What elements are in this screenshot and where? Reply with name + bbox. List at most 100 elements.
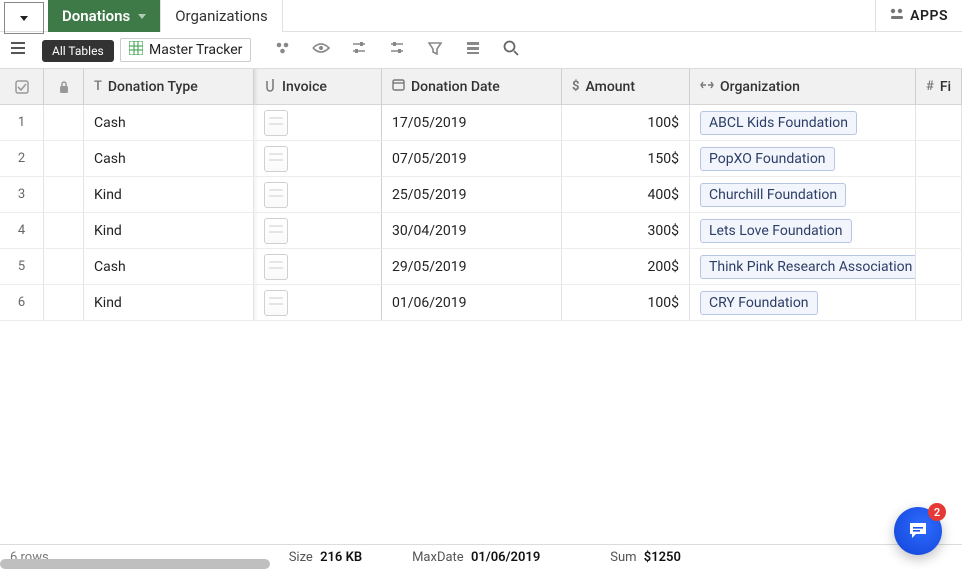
cell-donation-date[interactable]: 30/04/2019	[382, 213, 562, 248]
app-logo[interactable]	[4, 2, 44, 34]
col-donation-type[interactable]: T Donation Type	[84, 69, 254, 104]
search-icon[interactable]	[501, 40, 521, 60]
filter-icon[interactable]	[425, 41, 445, 59]
table-row[interactable]: 3 Kind 25/05/2019400$ Churchill Foundation	[0, 177, 962, 213]
chat-icon	[907, 520, 929, 542]
cell-amount[interactable]: 100$	[562, 285, 690, 320]
invoice-thumbnail-icon[interactable]	[264, 182, 288, 208]
col-organization[interactable]: Organization	[690, 69, 916, 104]
cell-invoice[interactable]	[254, 285, 382, 320]
calendar-icon	[392, 78, 405, 95]
view-master-tracker[interactable]: Master Tracker	[120, 38, 251, 62]
tab-donations[interactable]: Donations	[48, 0, 161, 32]
cell-amount[interactable]: 400$	[562, 177, 690, 212]
table-row[interactable]: 4 Kind 30/04/2019300$ Lets Love Foundation	[0, 213, 962, 249]
table-row[interactable]: 2Cash07/05/2019150$PopXO Foundation	[0, 141, 962, 177]
cell-donation-date[interactable]: 17/05/2019	[382, 105, 562, 140]
organization-chip[interactable]: CRY Foundation	[700, 291, 818, 315]
invoice-thumbnail-icon[interactable]	[264, 110, 288, 136]
nav-spacer	[283, 0, 875, 31]
cell-fi[interactable]	[916, 285, 962, 320]
cell-donation-type[interactable]: Cash	[84, 105, 254, 140]
table-row[interactable]: 1 Cash 17/05/2019100$ ABCL Kids Foundation	[0, 105, 962, 141]
table-row[interactable]: 6 Kind 01/06/2019100$ CRY Foundation	[0, 285, 962, 321]
invoice-thumbnail-icon[interactable]	[264, 218, 288, 244]
metric-label: Size	[289, 550, 313, 565]
col-label: Donation Date	[411, 79, 500, 95]
size-metric: Size 216 KB	[289, 550, 362, 565]
organization-chip[interactable]: Churchill Foundation	[700, 183, 846, 207]
cell-fi[interactable]	[916, 249, 962, 284]
organization-chip[interactable]: Lets Love Foundation	[700, 219, 852, 243]
cell-fi[interactable]	[916, 105, 962, 140]
cell-organization[interactable]: ABCL Kids Foundation	[690, 105, 916, 140]
cell-invoice[interactable]	[254, 177, 382, 212]
cell-invoice[interactable]	[254, 249, 382, 284]
cell-organization[interactable]: PopXO Foundation	[690, 141, 916, 176]
cell-amount[interactable]: 150$	[562, 141, 690, 176]
select-all-checkbox[interactable]	[0, 69, 44, 104]
col-invoice[interactable]: Invoice	[254, 69, 382, 104]
view-label: Master Tracker	[149, 42, 242, 58]
tab-label: Organizations	[175, 7, 268, 25]
cell-fi[interactable]	[916, 141, 962, 176]
invoice-thumbnail-icon[interactable]	[264, 254, 288, 280]
cell-donation-type[interactable]: Kind	[84, 213, 254, 248]
row-number: 4	[0, 213, 44, 248]
cell-donation-date[interactable]: 01/06/2019	[382, 285, 562, 320]
col-donation-date[interactable]: Donation Date	[382, 69, 562, 104]
data-grid: T Donation Type Invoice Donation Date $ …	[0, 68, 962, 545]
col-label: Organization	[720, 79, 800, 95]
cell-amount[interactable]: 200$	[562, 249, 690, 284]
cell-fi[interactable]	[916, 213, 962, 248]
table-row[interactable]: 5Cash29/05/2019200$Think Pink Research A…	[0, 249, 962, 285]
cell-donation-type[interactable]: Kind	[84, 285, 254, 320]
cell-invoice[interactable]	[254, 213, 382, 248]
toolbar: All Tables Master Tracker	[0, 32, 962, 68]
row-number: 6	[0, 285, 44, 320]
top-nav: Donations Organizations APPS	[0, 0, 962, 32]
cell-invoice[interactable]	[254, 105, 382, 140]
row-lock-cell	[44, 285, 84, 320]
metric-label: MaxDate	[412, 550, 464, 565]
cell-organization[interactable]: Churchill Foundation	[690, 177, 916, 212]
col-label: Fi	[940, 79, 951, 95]
cell-donation-type[interactable]: Kind	[84, 177, 254, 212]
cell-organization[interactable]: Think Pink Research Association	[690, 249, 916, 284]
sliders2-icon[interactable]	[387, 41, 407, 59]
cell-amount[interactable]: 100$	[562, 105, 690, 140]
share-icon[interactable]	[273, 41, 293, 59]
cell-organization[interactable]: Lets Love Foundation	[690, 213, 916, 248]
cell-donation-date[interactable]: 25/05/2019	[382, 177, 562, 212]
cell-invoice[interactable]	[254, 141, 382, 176]
invoice-thumbnail-icon[interactable]	[264, 290, 288, 316]
cell-amount[interactable]: 300$	[562, 213, 690, 248]
cell-donation-date[interactable]: 29/05/2019	[382, 249, 562, 284]
col-fi[interactable]: # Fi	[916, 69, 962, 104]
row-lock-cell	[44, 249, 84, 284]
invoice-thumbnail-icon[interactable]	[264, 146, 288, 172]
cell-organization[interactable]: CRY Foundation	[690, 285, 916, 320]
link-icon	[700, 79, 714, 95]
cell-donation-type[interactable]: Cash	[84, 141, 254, 176]
cell-donation-type[interactable]: Cash	[84, 249, 254, 284]
eye-icon[interactable]	[311, 42, 331, 58]
row-lock-cell	[44, 141, 84, 176]
apps-button[interactable]: APPS	[875, 0, 962, 31]
organization-chip[interactable]: Think Pink Research Association	[700, 255, 916, 279]
row-number: 3	[0, 177, 44, 212]
hash-icon: #	[926, 79, 934, 94]
organization-chip[interactable]: PopXO Foundation	[700, 147, 835, 171]
chat-button[interactable]: 2	[894, 507, 942, 555]
hamburger-icon[interactable]	[8, 41, 28, 59]
organization-chip[interactable]: ABCL Kids Foundation	[700, 111, 857, 135]
col-amount[interactable]: $ Amount	[562, 69, 690, 104]
grid-icon	[129, 41, 143, 59]
cell-donation-date[interactable]: 07/05/2019	[382, 141, 562, 176]
group-icon[interactable]	[463, 41, 483, 59]
tab-organizations[interactable]: Organizations	[161, 0, 283, 32]
horizontal-scrollbar[interactable]	[0, 559, 270, 569]
cell-fi[interactable]	[916, 177, 962, 212]
sliders-icon[interactable]	[349, 41, 369, 59]
row-number: 1	[0, 105, 44, 140]
